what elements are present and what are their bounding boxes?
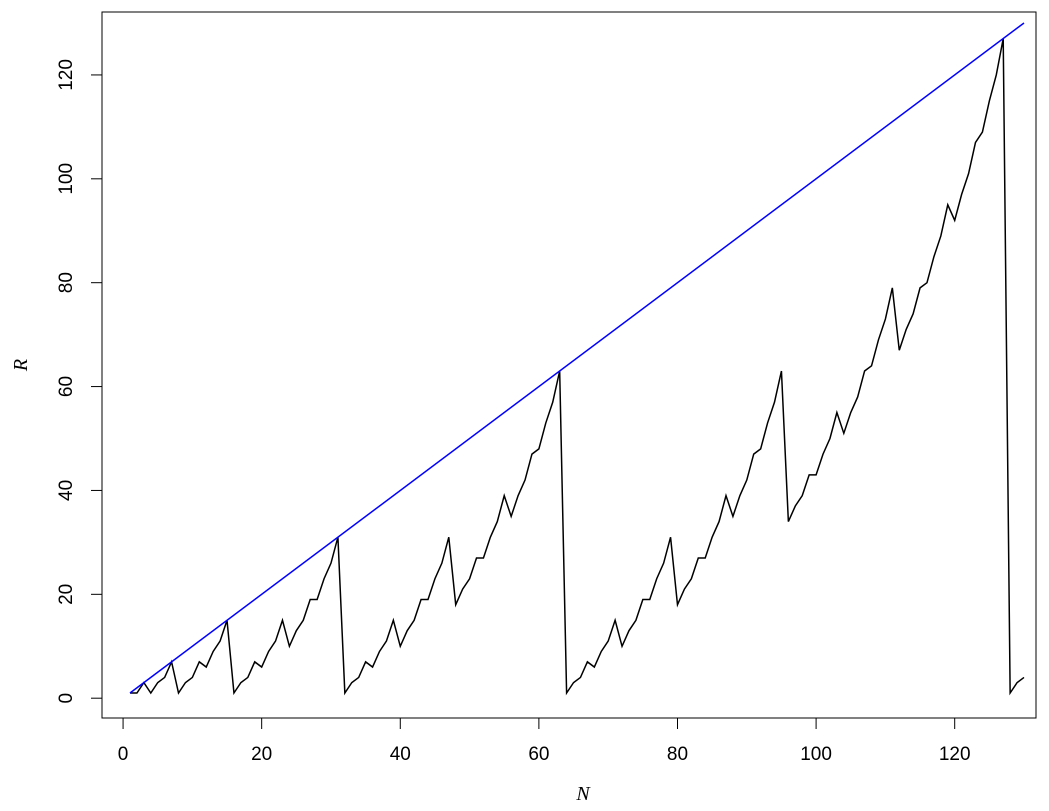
x-tick-label: 120 — [939, 744, 971, 765]
y-axis-title: R — [10, 359, 32, 372]
y-tick-label: 20 — [56, 584, 77, 605]
series-line-reference — [129, 22, 1025, 694]
y-tick-label: 60 — [56, 376, 77, 397]
y-tick-label: 40 — [56, 480, 77, 501]
x-tick-label: 100 — [800, 744, 832, 765]
plot-frame — [101, 11, 1037, 719]
y-tick-label: 0 — [56, 693, 77, 704]
x-tick-label: 40 — [390, 744, 411, 765]
y-tick-label: 120 — [56, 59, 77, 91]
series-line-r — [130, 38, 1025, 696]
x-axis: 0 20 40 60 80 100 120 — [118, 717, 971, 765]
y-axis: 0 20 40 60 80 100 120 — [56, 59, 103, 704]
x-tick-label: 20 — [251, 744, 272, 765]
y-tick-label: 80 — [56, 272, 77, 293]
x-axis-title: N — [575, 783, 591, 805]
series-layer — [129, 22, 1025, 696]
y-tick-label: 100 — [56, 163, 77, 195]
x-tick-label: 0 — [118, 744, 129, 765]
x-tick-label: 80 — [667, 744, 688, 765]
x-tick-label: 60 — [528, 744, 549, 765]
